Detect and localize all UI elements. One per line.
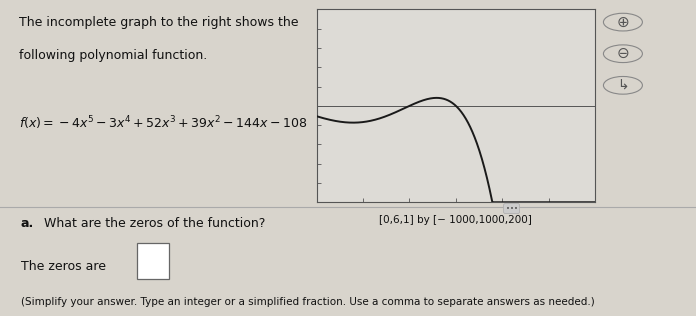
Text: ⊕: ⊕ bbox=[617, 15, 629, 30]
Text: The incomplete graph to the right shows the: The incomplete graph to the right shows … bbox=[19, 16, 299, 29]
Text: What are the zeros of the function?: What are the zeros of the function? bbox=[45, 217, 266, 230]
Text: •••: ••• bbox=[505, 206, 518, 211]
Text: following polynomial function.: following polynomial function. bbox=[19, 49, 207, 63]
FancyBboxPatch shape bbox=[136, 243, 169, 279]
Text: The zeros are: The zeros are bbox=[21, 260, 106, 273]
Text: a.: a. bbox=[21, 217, 34, 230]
Text: [0,6,1] by [− 1000,1000,200]: [0,6,1] by [− 1000,1000,200] bbox=[379, 215, 532, 225]
Text: ⊖: ⊖ bbox=[617, 46, 629, 61]
Text: $f(x) = -4x^5 - 3x^4 + 52x^3 + 39x^2 - 144x - 108$: $f(x) = -4x^5 - 3x^4 + 52x^3 + 39x^2 - 1… bbox=[19, 114, 308, 132]
Text: (Simplify your answer. Type an integer or a simplified fraction. Use a comma to : (Simplify your answer. Type an integer o… bbox=[21, 297, 594, 307]
Text: ↳: ↳ bbox=[617, 78, 628, 92]
